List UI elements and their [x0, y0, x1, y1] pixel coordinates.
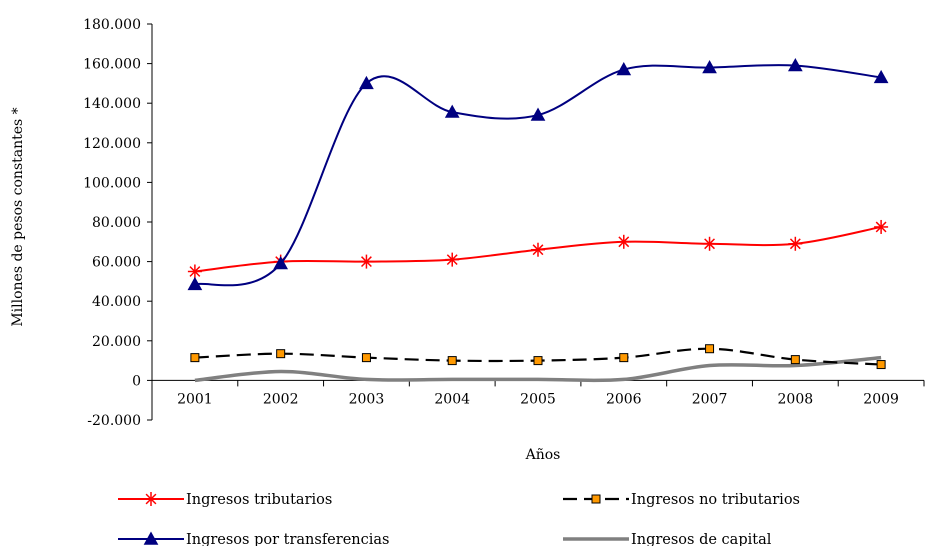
data-point-ingresos-por-transferencias-2006	[616, 62, 632, 76]
y-tick-label: 80.000	[92, 215, 141, 231]
legend-label-ingresos-no-tributarios: Ingresos no tributarios	[631, 492, 800, 508]
series-layer	[187, 58, 889, 383]
y-tick-label: 140.000	[83, 96, 141, 112]
legend-marker-ingresos-tributarios	[144, 492, 158, 506]
legend-marker-ingresos-por-transferencias	[143, 531, 159, 545]
legend-label-ingresos-tributarios: Ingresos tributarios	[186, 492, 332, 508]
series-ingresos-de-capital	[194, 355, 882, 383]
data-point-ingresos-tributarios-2008	[788, 236, 803, 251]
legend-item-ingresos-por-transferencias: Ingresos por transferencias	[118, 531, 389, 546]
x-tick-label: 2001	[177, 391, 213, 407]
y-tick-label: 20.000	[92, 334, 141, 350]
data-point-ingresos-no-tributarios-2003	[361, 353, 371, 363]
y-tick-label: 60.000	[92, 255, 141, 271]
tick-labels: -20.000 0 20.000 40.000 60.000 80.000 100.000 1…	[83, 17, 899, 429]
data-point-ingresos-por-transferencias-2005	[530, 107, 546, 121]
y-tick-label: 120.000	[83, 136, 141, 152]
y-axis-title: Millones de pesos constantes *	[10, 107, 26, 326]
x-tick-label: 2007	[692, 391, 728, 407]
legend-item-ingresos-no-tributarios: Ingresos no tributarios	[563, 492, 800, 508]
data-point-ingresos-tributarios-2001	[187, 264, 202, 279]
data-point-ingresos-por-transferencias-2004	[444, 104, 460, 118]
series-line-ingresos-por-transferencias	[194, 64, 882, 287]
data-point-ingresos-por-transferencias-2001	[187, 276, 203, 291]
data-point-ingresos-no-tributarios-2008	[790, 355, 800, 365]
x-tick-label: 2008	[778, 391, 814, 407]
legend-label-ingresos-de-capital: Ingresos de capital	[631, 532, 772, 546]
y-tick-label: 160.000	[83, 57, 141, 73]
legend-label-ingresos-por-transferencias: Ingresos por transferencias	[186, 532, 389, 546]
data-point-ingresos-no-tributarios-2004	[447, 356, 457, 366]
legend-item-ingresos-tributarios: Ingresos tributarios	[118, 492, 332, 508]
y-tick-label: 100.000	[83, 175, 141, 191]
data-point-ingresos-tributarios-2004	[445, 252, 460, 267]
data-point-ingresos-no-tributarios-2005	[533, 356, 543, 366]
legend-marker-ingresos-no-tributarios	[591, 494, 601, 504]
data-point-ingresos-no-tributarios-2006	[619, 353, 629, 363]
x-axis-title: Años	[525, 447, 561, 463]
x-tick-label: 2006	[606, 391, 642, 407]
data-point-ingresos-no-tributarios-2002	[276, 349, 286, 359]
series-ingresos-tributarios	[187, 219, 889, 279]
x-tick-label: 2009	[863, 391, 899, 407]
y-tick-label: -20.000	[87, 413, 141, 429]
data-point-ingresos-no-tributarios-2009	[876, 360, 886, 370]
data-point-ingresos-por-transferencias-2002	[273, 256, 289, 270]
series-ingresos-por-transferencias	[187, 58, 889, 291]
legend-item-ingresos-de-capital: Ingresos de capital	[563, 532, 772, 546]
x-tick-label: 2003	[349, 391, 385, 407]
data-point-ingresos-por-transferencias-2007	[702, 60, 717, 74]
data-point-ingresos-tributarios-2003	[359, 254, 374, 269]
y-tick-label: 0	[132, 373, 141, 389]
data-point-ingresos-no-tributarios-2007	[705, 344, 715, 354]
data-point-ingresos-por-transferencias-2003	[359, 75, 374, 90]
data-point-ingresos-no-tributarios-2001	[190, 353, 200, 363]
data-point-ingresos-tributarios-2006	[616, 234, 631, 249]
data-point-ingresos-por-transferencias-2009	[873, 69, 889, 84]
series-ingresos-no-tributarios	[190, 344, 886, 370]
x-tick-label: 2002	[263, 391, 299, 407]
data-point-ingresos-tributarios-2009	[874, 219, 889, 234]
series-line-ingresos-de-capital	[194, 355, 882, 383]
y-tick-label: 180.000	[83, 17, 141, 33]
data-point-ingresos-tributarios-2005	[531, 242, 545, 257]
y-tick-label: 40.000	[92, 294, 141, 310]
chart-legend: Ingresos tributarios Ingresos no tributar…	[118, 492, 800, 546]
data-point-ingresos-tributarios-2007	[702, 236, 717, 251]
data-point-ingresos-por-transferencias-2008	[787, 58, 803, 72]
x-tick-label: 2005	[520, 391, 556, 407]
chart-axes	[147, 23, 925, 421]
x-tick-label: 2004	[434, 391, 470, 407]
